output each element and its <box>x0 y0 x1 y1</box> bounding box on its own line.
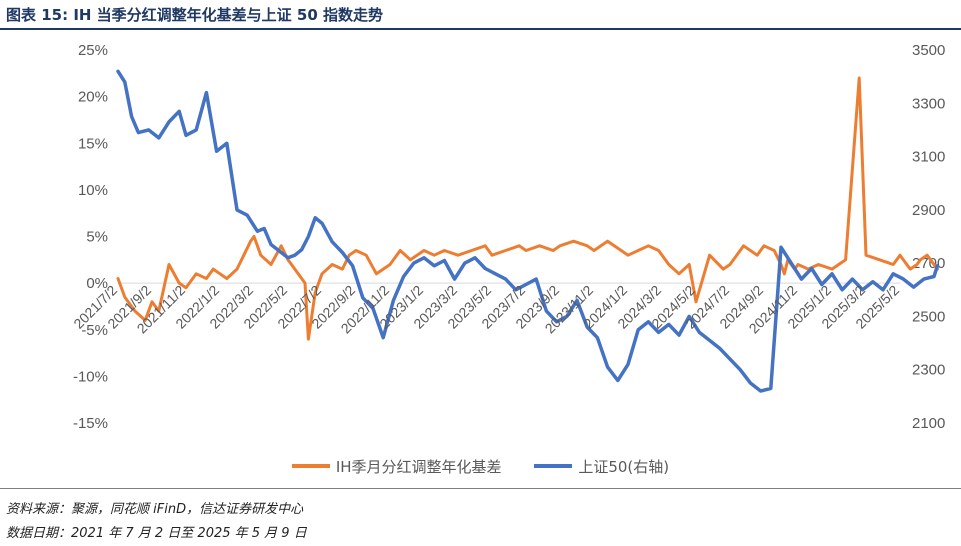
legend-item-basis: IH季月分红调整年化基差 <box>291 456 502 477</box>
chart-canvas: 25% 20% 15% 10% 5% 0% -5% -10% -15% 3500 3300 3100… <box>70 42 945 432</box>
left-y-axis: 25% 20% 15% 10% 5% 0% -5% -10% -15% <box>73 42 108 432</box>
legend-swatch-index <box>534 464 573 468</box>
chart-title: 图表 15: IH 当季分红调整年化基差与上证 50 指数走势 <box>6 6 383 24</box>
left-y-tick-label: 15% <box>78 135 108 152</box>
left-y-tick-label: 0% <box>86 275 108 292</box>
legend-item-index: 上证50(右轴) <box>534 456 669 477</box>
series-layer <box>116 69 940 393</box>
left-y-tick-label: -10% <box>73 368 108 385</box>
left-y-tick-label: 20% <box>78 89 108 106</box>
left-y-tick-label: -15% <box>73 415 108 432</box>
left-y-tick-label: 25% <box>78 42 108 59</box>
legend-label-index: 上证50(右轴) <box>578 457 670 476</box>
right-y-tick-label: 2900 <box>912 202 945 219</box>
legend-swatch-basis <box>291 464 330 468</box>
source-note: 资料来源：聚源，同花顺 iFinD，信达证券研发中心 <box>6 502 304 517</box>
right-y-tick-label: 2500 <box>912 308 945 325</box>
left-y-tick-label: 5% <box>86 229 108 246</box>
right-y-tick-label: 2300 <box>912 362 945 379</box>
right-y-tick-label: 3100 <box>912 149 945 166</box>
title-divider <box>0 28 961 30</box>
right-y-tick-label: 2100 <box>912 415 945 432</box>
left-y-tick-label: 10% <box>78 182 108 199</box>
left-y-tick-label: -5% <box>81 322 108 339</box>
right-y-tick-label: 3500 <box>912 42 945 59</box>
footer-divider <box>0 488 961 489</box>
legend: IH季月分红调整年化基差 上证50(右轴) <box>0 454 961 477</box>
basis-series-line <box>116 76 939 341</box>
legend-label-basis: IH季月分红调整年化基差 <box>335 457 502 476</box>
index-series-line <box>116 69 940 393</box>
date-range-note: 数据日期：2021 年 7 月 2 日至 2025 年 5 月 9 日 <box>6 526 307 541</box>
right-y-tick-label: 3300 <box>912 95 945 112</box>
